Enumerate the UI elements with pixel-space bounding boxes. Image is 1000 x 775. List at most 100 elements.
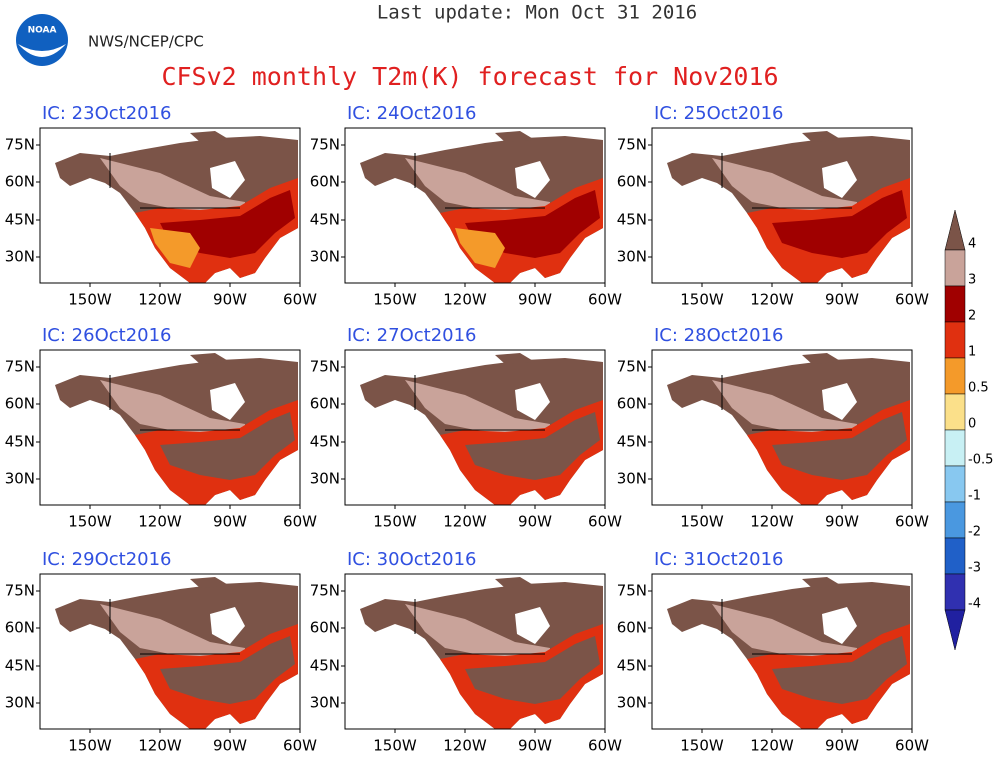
lon-label: 150W	[68, 291, 112, 309]
island	[495, 577, 535, 588]
island	[190, 131, 230, 142]
lat-label: 75N	[617, 358, 647, 376]
map-frame	[39, 127, 301, 284]
lat-label: 75N	[617, 136, 647, 154]
warm-band	[160, 412, 295, 480]
map-panel: IC: 31Oct2016 75N 60N 45N 30N 150W 120W 90W 60W	[617, 549, 929, 755]
warm-band	[160, 636, 295, 704]
panel-label: IC: 23Oct2016	[42, 103, 172, 124]
colorbar-box	[944, 321, 966, 359]
warm-band	[465, 636, 600, 704]
island	[802, 353, 842, 364]
lat-label: 45N	[310, 433, 340, 451]
lon-label: 90W	[518, 737, 552, 755]
lat-label: 45N	[310, 211, 340, 229]
island	[802, 131, 842, 142]
agency-text: NWS/NCEP/CPC	[88, 33, 204, 51]
water	[822, 383, 857, 420]
map-panel: IC: 27Oct2016 75N 60N 45N 30N 150W 120W 90W 60W	[310, 325, 622, 531]
lat-label: 75N	[5, 582, 35, 600]
colorbar-label: -0.5	[968, 453, 993, 468]
lat-label: 45N	[5, 433, 35, 451]
lon-label: 60W	[588, 737, 622, 755]
warm-band	[405, 604, 550, 656]
warm-band	[465, 412, 600, 480]
lat-label: 30N	[5, 470, 35, 488]
lon-label: 60W	[283, 291, 317, 309]
lon-label: 90W	[213, 737, 247, 755]
mild-band	[150, 228, 200, 268]
water	[210, 607, 245, 644]
colorbar-label: 2	[968, 309, 976, 324]
water	[515, 383, 550, 420]
lat-label: 75N	[5, 358, 35, 376]
warm-band	[100, 380, 245, 432]
lon-label: 60W	[895, 737, 929, 755]
colorbar-box	[944, 393, 966, 431]
lon-label: 150W	[680, 513, 724, 531]
warm-band	[100, 158, 245, 210]
lat-label: 75N	[310, 582, 340, 600]
map-panel: IC: 23Oct2016 75N 60N 45N 30N 150W 120W 90W 60W	[5, 103, 317, 309]
island	[495, 131, 535, 142]
map-frame	[39, 349, 301, 506]
lon-label: 150W	[680, 737, 724, 755]
logo-text: NOAA	[28, 26, 57, 36]
map-panel: IC: 25Oct2016 75N 60N 45N 30N 150W 120W 90W 60W	[617, 103, 929, 309]
map-frame	[344, 573, 606, 730]
update-text: Last update: Mon Oct 31 2016	[377, 2, 697, 24]
lat-label: 60N	[310, 619, 340, 637]
lat-label: 75N	[310, 136, 340, 154]
lat-label: 60N	[310, 395, 340, 413]
lon-label: 60W	[283, 737, 317, 755]
warm-band	[772, 412, 907, 480]
lon-label: 90W	[825, 291, 859, 309]
panel-label: IC: 24Oct2016	[347, 103, 477, 124]
lon-label: 90W	[213, 513, 247, 531]
water	[822, 161, 857, 198]
lat-label: 45N	[617, 657, 647, 675]
lon-label: 120W	[138, 513, 182, 531]
lon-label: 120W	[138, 737, 182, 755]
mild-band	[455, 228, 505, 268]
panel-label: IC: 31Oct2016	[654, 549, 784, 570]
lat-label: 30N	[617, 694, 647, 712]
lat-label: 30N	[310, 248, 340, 266]
lon-label: 60W	[895, 513, 929, 531]
lat-label: 75N	[310, 358, 340, 376]
colorbar-label: 4	[968, 237, 976, 252]
island	[802, 577, 842, 588]
colorbar-box	[944, 465, 966, 503]
island	[190, 353, 230, 364]
lon-label: 120W	[443, 737, 487, 755]
island	[190, 577, 230, 588]
warm-band	[100, 604, 245, 656]
lat-label: 60N	[5, 173, 35, 191]
lon-label: 120W	[750, 737, 794, 755]
lon-label: 150W	[373, 513, 417, 531]
colorbar-label: 0.5	[968, 381, 989, 396]
map-frame	[344, 127, 606, 284]
lon-label: 60W	[588, 513, 622, 531]
lat-label: 30N	[5, 248, 35, 266]
panel-label: IC: 30Oct2016	[347, 549, 477, 570]
panel-label: IC: 28Oct2016	[654, 325, 784, 346]
water	[515, 161, 550, 198]
lat-label: 45N	[5, 211, 35, 229]
map-frame	[651, 127, 913, 284]
water	[210, 383, 245, 420]
map-frame	[651, 573, 913, 730]
lon-label: 150W	[373, 737, 417, 755]
map-panel: IC: 28Oct2016 75N 60N 45N 30N 150W 120W 90W 60W	[617, 325, 929, 531]
lat-label: 45N	[310, 657, 340, 675]
colorbar-box	[944, 285, 966, 323]
lat-label: 45N	[617, 433, 647, 451]
lon-label: 120W	[750, 291, 794, 309]
lat-label: 60N	[310, 173, 340, 191]
colorbar-label: -1	[968, 489, 981, 504]
warm-band	[712, 604, 857, 656]
lat-label: 60N	[5, 619, 35, 637]
map-panel: IC: 29Oct2016 75N 60N 45N 30N 150W 120W 90W 60W	[5, 549, 317, 755]
lat-label: 30N	[310, 470, 340, 488]
